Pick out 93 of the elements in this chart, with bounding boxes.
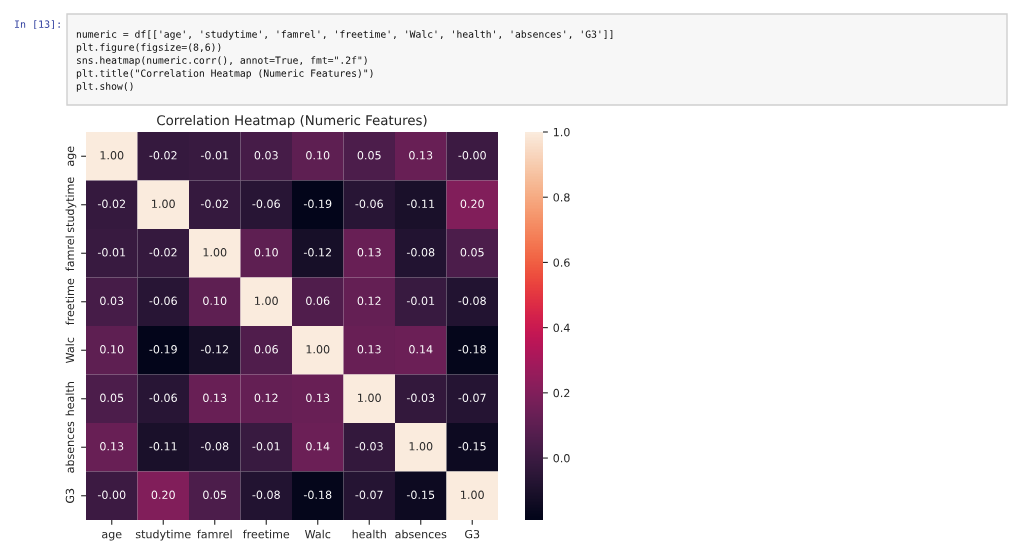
y-tick-label: Walc bbox=[65, 337, 75, 364]
data-label: -0.08 bbox=[200, 442, 229, 451]
text: plt.figure(figsize=(8,6)) bbox=[76, 43, 221, 53]
data-label: -0.02 bbox=[200, 199, 229, 208]
data-label: -0.02 bbox=[149, 151, 177, 160]
color-bar-label: 1.0 bbox=[553, 127, 570, 137]
data-label: 0.13 bbox=[203, 393, 227, 402]
data-label: -0.15 bbox=[406, 490, 435, 499]
x-tick-label: G3 bbox=[465, 529, 480, 539]
data-label: -0.00 bbox=[97, 490, 126, 499]
color-bar-label: 0.8 bbox=[553, 193, 570, 202]
data-label: -0.06 bbox=[355, 199, 383, 208]
data-label: -0.03 bbox=[355, 442, 383, 451]
color-bar-label: 0.4 bbox=[553, 323, 570, 333]
y-tick-label: G3 bbox=[65, 488, 75, 503]
data-label: -0.01 bbox=[252, 442, 280, 451]
data-label: -0.02 bbox=[97, 199, 126, 208]
data-label: -0.08 bbox=[406, 248, 435, 257]
x-tick-label: absences bbox=[395, 529, 447, 539]
text: sns.heatmap(numeric.corr(), annot=True, fmt=".2f") bbox=[77, 56, 367, 66]
x-tick-label: age bbox=[102, 531, 122, 541]
data-label: 0.12 bbox=[357, 296, 381, 305]
text: numeric = df[['age', 'studytime', 'famrel', 'freetime', 'Walc', 'health', 'absences', 'G3']] bbox=[76, 30, 613, 40]
data-label: 1.00 bbox=[358, 393, 381, 402]
data-label: 0.10 bbox=[203, 296, 227, 305]
chart-title: Correlation Heatmap (Numeric Features) bbox=[157, 114, 427, 128]
data-label: -0.11 bbox=[406, 199, 435, 208]
x-tick-label: Walc bbox=[304, 529, 331, 539]
color-bar-label: 0.0 bbox=[553, 454, 570, 463]
data-label: 0.03 bbox=[254, 151, 278, 160]
data-label: -0.01 bbox=[200, 151, 229, 160]
data-label: -0.00 bbox=[458, 151, 486, 160]
data-label: 0.14 bbox=[409, 345, 433, 354]
data-label: 0.10 bbox=[254, 248, 278, 257]
color-bar-label: 0.2 bbox=[553, 388, 570, 398]
data-label: 0.06 bbox=[306, 296, 330, 305]
data-label: 0.12 bbox=[254, 393, 278, 402]
data-label: -0.18 bbox=[458, 345, 486, 354]
y-tick-label: absences bbox=[65, 421, 75, 473]
data-label: -0.01 bbox=[406, 296, 435, 305]
text: In [13]: bbox=[14, 20, 60, 30]
data-label: 0.20 bbox=[460, 199, 484, 208]
data-label: -0.12 bbox=[200, 345, 229, 354]
x-tick-label: freetime bbox=[243, 529, 290, 539]
data-label: 0.13 bbox=[306, 393, 330, 402]
data-label: 1.00 bbox=[409, 442, 433, 451]
y-tick-label: age bbox=[67, 146, 77, 166]
data-label: 0.13 bbox=[357, 248, 381, 257]
color-bar-label: 0.6 bbox=[553, 258, 570, 267]
x-tick-label: health bbox=[352, 529, 386, 539]
y-tick-label: freetime bbox=[65, 278, 75, 325]
data-label: -0.18 bbox=[303, 490, 332, 499]
data-label: -0.07 bbox=[458, 393, 486, 402]
text: plt.show() bbox=[76, 82, 133, 92]
data-label: -0.06 bbox=[149, 393, 177, 402]
data-label: -0.06 bbox=[252, 199, 280, 208]
y-tick-label: health bbox=[65, 382, 75, 416]
data-label: -0.11 bbox=[149, 442, 177, 451]
data-label: 0.13 bbox=[100, 442, 124, 451]
data-label: 0.13 bbox=[357, 345, 381, 354]
data-label: -0.12 bbox=[303, 248, 332, 257]
data-label: -0.06 bbox=[149, 296, 177, 305]
data-label: -0.01 bbox=[97, 248, 126, 257]
data-label: 0.06 bbox=[254, 345, 278, 354]
data-label: -0.19 bbox=[149, 345, 177, 354]
data-label: -0.08 bbox=[252, 490, 280, 499]
data-label: -0.08 bbox=[458, 296, 486, 305]
data-label: 0.10 bbox=[100, 345, 124, 354]
data-label: 0.14 bbox=[306, 442, 330, 451]
data-label: 1.00 bbox=[306, 345, 330, 354]
data-label: 1.00 bbox=[100, 151, 124, 160]
data-label: 0.10 bbox=[306, 151, 330, 160]
y-tick-label: studytime bbox=[65, 177, 77, 233]
data-label: 0.05 bbox=[203, 490, 227, 499]
data-label: 0.13 bbox=[409, 151, 433, 160]
x-tick-label: famrel bbox=[197, 529, 232, 539]
data-label: -0.15 bbox=[458, 442, 486, 451]
data-label: -0.19 bbox=[303, 199, 332, 208]
data-label: -0.07 bbox=[355, 490, 383, 499]
data-label: 0.20 bbox=[151, 490, 175, 499]
data-label: 1.00 bbox=[152, 199, 175, 208]
x-tick-label: studytime bbox=[135, 529, 191, 541]
data-label: 1.00 bbox=[203, 248, 227, 257]
data-label: -0.03 bbox=[406, 393, 435, 402]
data-label: 0.05 bbox=[357, 151, 381, 160]
data-label: 0.03 bbox=[100, 296, 124, 305]
data-label: 0.05 bbox=[100, 393, 124, 402]
data-label: 0.05 bbox=[460, 248, 484, 257]
data-label: 1.00 bbox=[255, 296, 278, 305]
y-tick-label: famrel bbox=[65, 236, 75, 271]
data-label: 1.00 bbox=[461, 490, 484, 499]
data-label: -0.02 bbox=[149, 248, 177, 257]
text: plt.title("Correlation Heatmap (Numeric Features)") bbox=[76, 69, 373, 79]
